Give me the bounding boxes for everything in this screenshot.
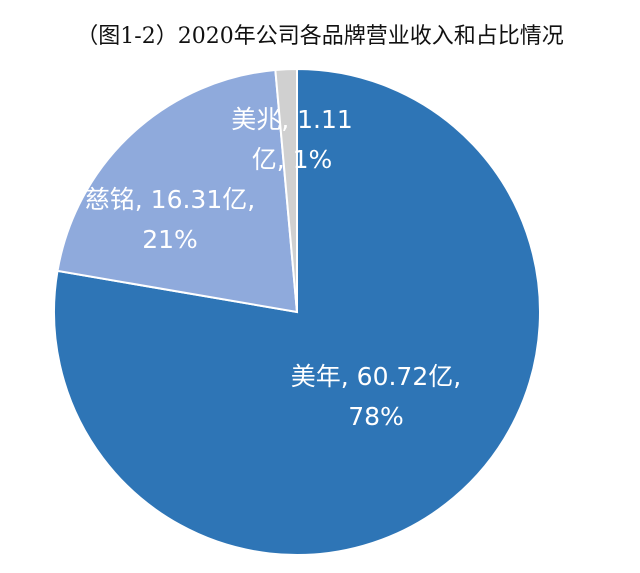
slice-label-2-line-1: 慈铭, 16.31亿,: [85, 185, 255, 214]
pie-slice-2: [56, 68, 299, 314]
slice-label-1-line-2: 78%: [348, 402, 404, 431]
slice-label-3-line-2: 亿, 1%: [252, 145, 333, 174]
slice-label-3-line-1: 美兆, 1.11: [231, 105, 353, 134]
pie-slice-1: [53, 67, 541, 556]
chart-title: （图1-2）2020年公司各品牌营业收入和占比情况: [76, 24, 564, 49]
slice-label-2-line-2: 21%: [142, 225, 198, 254]
pie-slice-3: [274, 67, 298, 313]
slice-label-1-line-1: 美年, 60.72亿,: [291, 362, 461, 391]
